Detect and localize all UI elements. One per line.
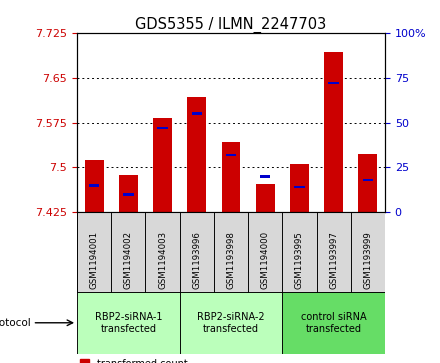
Text: GSM1193996: GSM1193996: [192, 231, 201, 289]
Legend: transformed count, percentile rank within the sample: transformed count, percentile rank withi…: [80, 359, 262, 363]
Bar: [222, 142, 240, 212]
Text: GSM1194003: GSM1194003: [158, 231, 167, 289]
Bar: [84, 160, 103, 212]
Text: control siRNA
transfected: control siRNA transfected: [301, 312, 367, 334]
Bar: [363, 179, 373, 181]
Bar: [111, 212, 146, 291]
Bar: [191, 112, 202, 115]
Bar: [119, 175, 138, 212]
Bar: [260, 175, 271, 178]
Bar: [158, 127, 168, 129]
Bar: [282, 212, 316, 291]
Text: GSM1194002: GSM1194002: [124, 231, 133, 289]
Bar: [77, 212, 111, 291]
Text: GSM1193999: GSM1193999: [363, 231, 372, 289]
Bar: [123, 193, 133, 196]
Bar: [256, 184, 275, 212]
Title: GDS5355 / ILMN_2247703: GDS5355 / ILMN_2247703: [136, 16, 326, 33]
Bar: [351, 212, 385, 291]
Text: RBP2-siRNA-2
transfected: RBP2-siRNA-2 transfected: [197, 312, 265, 334]
Bar: [329, 82, 339, 84]
Bar: [187, 97, 206, 212]
Bar: [294, 186, 304, 188]
Text: GSM1193998: GSM1193998: [227, 231, 235, 289]
Bar: [226, 154, 236, 156]
Bar: [282, 291, 385, 354]
Text: GSM1194001: GSM1194001: [90, 231, 99, 289]
Bar: [77, 291, 180, 354]
Bar: [214, 212, 248, 291]
Bar: [248, 212, 282, 291]
Bar: [316, 212, 351, 291]
Text: RBP2-siRNA-1
transfected: RBP2-siRNA-1 transfected: [95, 312, 162, 334]
Bar: [180, 291, 282, 354]
Bar: [359, 154, 378, 212]
Bar: [153, 118, 172, 212]
Bar: [89, 184, 99, 187]
Text: GSM1193997: GSM1193997: [329, 231, 338, 289]
Text: protocol: protocol: [0, 318, 31, 328]
Bar: [324, 52, 343, 212]
Bar: [146, 212, 180, 291]
Text: GSM1194000: GSM1194000: [261, 231, 270, 289]
Bar: [180, 212, 214, 291]
Bar: [290, 164, 309, 212]
Text: GSM1193995: GSM1193995: [295, 231, 304, 289]
